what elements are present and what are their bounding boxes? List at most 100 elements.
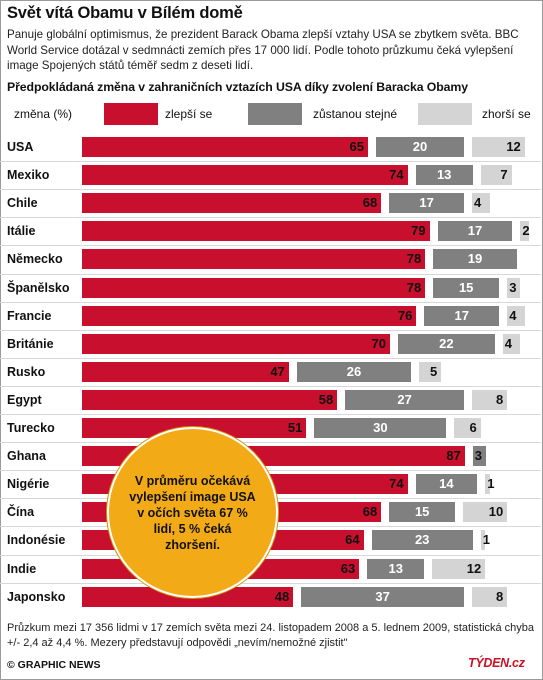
legend-label-worse: zhorší se — [482, 107, 531, 121]
value-label-same-nigerie: 14 — [439, 476, 454, 492]
row-label-turecko: Turecko — [7, 421, 55, 435]
value-label-worse-italie: 2 — [522, 223, 530, 239]
bar-worse-indie — [432, 558, 486, 579]
row-label-britanie: Británie — [7, 336, 54, 351]
row-label-chile: Chile — [7, 196, 38, 211]
value-label-better-indonesie: 64 — [345, 532, 360, 548]
legend-swatch-better — [104, 103, 158, 125]
legend-label-better: zlepší se — [165, 107, 213, 121]
bar-same-chile — [389, 193, 464, 214]
row-label-nemecko: Německo — [7, 252, 63, 267]
legend-label-same: zůstanou stejné — [313, 107, 398, 121]
bar-better-britanie — [82, 333, 390, 354]
value-label-same-britanie: 22 — [439, 335, 454, 351]
bar-same-mexiko — [415, 165, 473, 186]
legend-swatch-same — [248, 103, 302, 125]
row-divider — [0, 301, 541, 303]
row-divider — [0, 245, 541, 247]
bar-worse-italie — [520, 221, 530, 242]
bar-same-cina — [389, 502, 456, 523]
row-label-egypt: Egypt — [7, 392, 42, 407]
value-label-same-turecko: 30 — [373, 420, 388, 435]
bar-better-francie — [82, 305, 417, 326]
row-divider — [0, 189, 541, 191]
value-label-worse-indonesie: 1 — [482, 532, 491, 548]
bar-worse-turecko — [454, 418, 481, 438]
bar-same-egypt — [345, 389, 464, 410]
row-label-indonesie: Indonésie — [7, 533, 66, 548]
value-label-same-francie: 17 — [454, 307, 470, 323]
legend-unit-label: změna (%) — [14, 107, 73, 121]
bar-better-usa — [82, 137, 368, 157]
row-divider — [0, 161, 541, 163]
brand-logo: TÝDEN.cz — [468, 656, 525, 670]
value-label-worse-indie: 12 — [466, 560, 482, 576]
value-label-same-japonsko: 37 — [375, 588, 390, 604]
value-label-better-francie: 76 — [397, 307, 413, 323]
row-divider — [0, 582, 541, 584]
value-label-better-spanelsko: 78 — [406, 279, 422, 295]
row-divider — [0, 470, 541, 472]
value-label-better-nigerie: 74 — [389, 476, 404, 492]
value-label-same-cina: 15 — [414, 504, 430, 520]
value-label-worse-cina: 10 — [488, 504, 504, 520]
bar-same-rusko — [296, 361, 412, 382]
bar-better-chile — [82, 193, 382, 214]
bar-same-japonsko — [301, 586, 464, 607]
value-label-same-mexiko: 13 — [436, 167, 452, 183]
value-label-worse-nigerie: 1 — [487, 476, 495, 492]
bar-same-nigerie — [415, 474, 478, 495]
bar-same-nemecko — [433, 249, 517, 270]
value-label-same-egypt: 27 — [397, 391, 412, 407]
row-divider — [0, 554, 541, 556]
subtitle: Panuje globální optimismus, že prezident… — [7, 28, 519, 72]
bar-same-italie — [437, 221, 513, 242]
value-label-same-ghana: 3 — [474, 448, 483, 464]
bar-worse-japonsko — [472, 586, 508, 607]
bar-better-egypt — [82, 389, 338, 410]
value-label-better-chile: 68 — [362, 195, 378, 211]
row-divider — [0, 357, 541, 359]
bar-same-indonesie — [371, 530, 473, 551]
row-label-rusko: Rusko — [7, 364, 46, 379]
bar-worse-indonesie — [480, 530, 486, 551]
footnote: Průzkum mezi 17 356 lidmi v 17 zemích sv… — [7, 622, 535, 649]
value-label-better-nemecko: 78 — [406, 251, 422, 267]
row-label-cina: Čína — [7, 505, 35, 520]
value-label-better-britanie: 70 — [371, 335, 386, 351]
value-label-worse-egypt: 8 — [495, 391, 504, 407]
bar-worse-usa — [472, 137, 525, 157]
bar-worse-chile — [472, 193, 490, 214]
row-label-nigerie: Nigérie — [7, 477, 50, 492]
bar-worse-nigerie — [485, 474, 490, 495]
value-label-better-rusko: 47 — [270, 363, 285, 379]
value-label-better-ghana: 87 — [446, 448, 461, 464]
bar-better-spanelsko — [82, 277, 426, 298]
value-label-better-egypt: 58 — [318, 391, 334, 407]
row-label-spanelsko: Španělsko — [7, 280, 70, 295]
bar-worse-rusko — [419, 361, 442, 382]
row-divider — [0, 273, 541, 275]
row-divider — [0, 217, 541, 219]
bar-same-indie — [367, 558, 425, 579]
bar-same-spanelsko — [433, 277, 500, 298]
value-label-better-turecko: 51 — [287, 420, 303, 435]
bar-worse-cina — [463, 502, 508, 523]
row-label-indie: Indie — [7, 561, 37, 576]
bar-better-nemecko — [82, 249, 426, 270]
bar-worse-francie — [507, 305, 525, 326]
bar-better-rusko — [82, 361, 289, 382]
row-divider — [0, 442, 541, 444]
bar-better-mexiko — [82, 165, 408, 186]
value-label-same-chile: 17 — [419, 195, 434, 211]
bar-worse-mexiko — [480, 165, 512, 186]
value-label-worse-japonsko: 8 — [495, 588, 504, 604]
value-label-better-cina: 68 — [362, 504, 378, 520]
page-title: Svět vítá Obamu v Bílém domě — [7, 4, 243, 22]
bar-same-francie — [424, 305, 500, 326]
value-label-better-italie: 79 — [411, 223, 426, 239]
value-label-better-indie: 63 — [340, 560, 356, 576]
bar-worse-spanelsko — [507, 277, 521, 298]
value-label-worse-turecko: 6 — [469, 420, 477, 435]
row-label-usa: USA — [7, 140, 34, 154]
